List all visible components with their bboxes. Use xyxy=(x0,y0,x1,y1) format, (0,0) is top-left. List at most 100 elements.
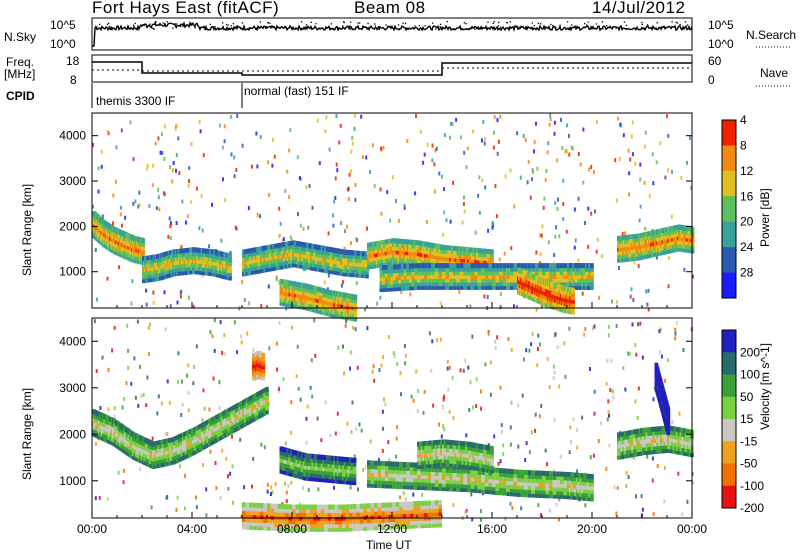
scatter-pixel xyxy=(227,486,230,491)
scatter-pixel xyxy=(412,492,415,497)
echo-cell xyxy=(318,298,323,304)
scatter-pixel xyxy=(380,363,383,368)
echo-cell xyxy=(517,263,521,269)
scatter-pixel xyxy=(387,440,390,445)
scatter-pixel xyxy=(590,165,593,169)
echo-cell xyxy=(420,281,425,287)
nsearch-dot xyxy=(595,23,598,25)
scatter-pixel xyxy=(449,219,452,224)
echo-cell xyxy=(400,271,405,277)
echo-cell xyxy=(534,263,539,269)
scatter-pixel xyxy=(157,195,160,200)
echo-cell xyxy=(474,274,478,279)
scatter-pixel xyxy=(543,196,546,201)
scatter-pixel xyxy=(307,487,310,492)
scatter-pixel xyxy=(248,301,251,306)
nsearch-dot xyxy=(230,25,232,27)
scatter-pixel xyxy=(382,355,384,360)
echo-cell xyxy=(509,277,514,283)
scatter-pixel xyxy=(449,121,452,126)
scatter-pixel xyxy=(107,407,110,412)
scatter-pixel xyxy=(590,211,593,216)
echo-cell xyxy=(379,287,384,293)
echo-cell xyxy=(484,281,489,287)
scatter-pixel xyxy=(658,329,661,334)
scatter-pixel xyxy=(481,138,483,143)
echo-cell xyxy=(445,281,450,287)
echo-cell xyxy=(590,277,594,283)
scatter-pixel xyxy=(190,199,193,204)
echo-cell xyxy=(417,281,421,287)
scatter-pixel xyxy=(442,424,445,429)
echo-cell xyxy=(318,287,323,293)
nsearch-dot xyxy=(255,27,258,29)
scatter-pixel xyxy=(94,247,97,252)
scatter-pixel xyxy=(298,176,301,180)
echo-cell xyxy=(538,266,542,272)
scatter-pixel xyxy=(176,495,179,500)
echo-cell xyxy=(403,278,408,284)
scatter-pixel xyxy=(328,147,331,152)
echo-cell xyxy=(456,253,460,259)
echo-cell xyxy=(563,270,567,276)
nsearch-dot xyxy=(550,23,552,26)
scatter-pixel xyxy=(432,403,435,408)
scatter-pixel xyxy=(107,367,110,372)
scatter-pixel xyxy=(213,318,216,323)
scatter-pixel xyxy=(574,238,577,243)
scatter-pixel xyxy=(347,197,350,201)
scatter-pixel xyxy=(463,150,466,155)
echo-cell xyxy=(499,281,503,287)
echo-cell xyxy=(452,266,457,272)
echo-cell xyxy=(424,274,428,279)
nsearch-dot xyxy=(269,22,271,24)
echo-cell xyxy=(590,270,594,276)
echo-cell xyxy=(468,258,473,264)
echo-cell xyxy=(583,281,587,287)
nsearch-dot xyxy=(174,23,176,25)
scatter-pixel xyxy=(483,294,486,299)
scatter-pixel xyxy=(422,410,425,415)
echo-cell xyxy=(414,277,418,283)
echo-cell xyxy=(431,263,435,269)
echo-cell xyxy=(414,285,418,290)
scatter-pixel xyxy=(496,151,499,156)
echo-cell xyxy=(452,284,457,290)
nsearch-dot xyxy=(552,24,554,27)
nsearch-dot xyxy=(110,28,112,30)
scatter-pixel xyxy=(678,411,681,416)
scatter-pixel xyxy=(324,400,327,405)
scatter-pixel xyxy=(565,229,568,234)
scatter-pixel xyxy=(487,332,490,337)
scatter-pixel xyxy=(674,327,677,332)
echo-cell xyxy=(420,277,425,283)
echo-cell xyxy=(368,264,373,270)
scatter-pixel xyxy=(659,327,662,332)
scatter-pixel xyxy=(113,414,116,419)
echo-cell xyxy=(356,268,360,274)
scatter-pixel xyxy=(255,131,258,136)
scatter-pixel xyxy=(149,322,152,327)
scatter-pixel xyxy=(607,333,610,338)
scatter-pixel xyxy=(221,350,224,355)
scatter-pixel xyxy=(352,325,355,330)
nsearch-dot xyxy=(133,24,135,26)
scatter-pixel xyxy=(630,134,633,139)
nsearch-dot xyxy=(241,22,244,24)
scatter-pixel xyxy=(234,225,237,230)
scatter-pixel xyxy=(686,499,689,504)
scatter-pixel xyxy=(584,503,587,508)
nsearch-dot xyxy=(641,23,643,26)
nsearch-dot xyxy=(414,27,416,29)
scatter-pixel xyxy=(480,406,483,411)
echo-cell xyxy=(459,263,464,269)
scatter-pixel xyxy=(339,123,342,128)
echo-cell xyxy=(524,263,528,269)
scatter-pixel xyxy=(171,168,174,173)
echo-cell xyxy=(318,294,323,300)
echo-cell xyxy=(470,263,475,269)
scatter-pixel xyxy=(179,294,182,299)
nsearch-dot xyxy=(153,28,155,30)
nsearch-dot xyxy=(214,26,216,28)
scatter-pixel xyxy=(635,494,637,499)
